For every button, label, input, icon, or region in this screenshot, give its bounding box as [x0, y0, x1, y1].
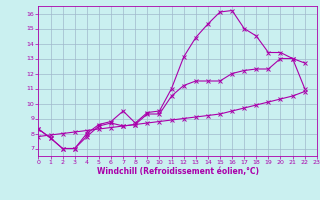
- X-axis label: Windchill (Refroidissement éolien,°C): Windchill (Refroidissement éolien,°C): [97, 167, 259, 176]
